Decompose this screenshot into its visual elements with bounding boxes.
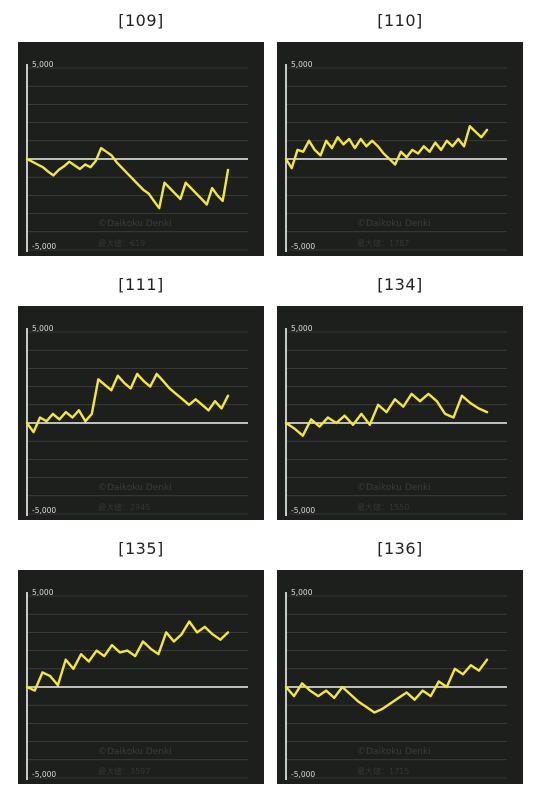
- chart-plot: 5,000 -5,000 ©Daikoku Denki 最大値：619: [18, 42, 264, 256]
- chart-title: [111]: [118, 275, 164, 294]
- chart-plot: 5,000 -5,000 ©Daikoku Denki 最大値：1715: [277, 570, 523, 784]
- series-line: [284, 392, 489, 437]
- watermark: ©Daikoku Denki: [98, 483, 172, 493]
- series-line: [25, 620, 230, 692]
- y-tick-top: 5,000: [32, 588, 54, 597]
- chart-title: [109]: [118, 11, 164, 30]
- watermark: ©Daikoku Denki: [357, 747, 431, 757]
- y-tick-bottom: -5,000: [32, 242, 56, 251]
- y-tick-bottom: -5,000: [291, 770, 315, 779]
- y-tick-bottom: -5,000: [291, 242, 315, 251]
- max-value-label: 最大値：2945: [98, 502, 150, 512]
- chart-svg: 5,000 -5,000 ©Daikoku Denki 最大値：3597: [25, 588, 248, 780]
- chart-title: [136]: [377, 539, 423, 558]
- chart-svg: 5,000 -5,000 ©Daikoku Denki 最大値：1550: [284, 324, 507, 516]
- chart-plot: 5,000 -5,000 ©Daikoku Denki 最大値：1550: [277, 306, 523, 520]
- max-value-label: 最大値：1715: [357, 766, 409, 776]
- max-value-label: 最大値：3597: [98, 766, 150, 776]
- y-tick-top: 5,000: [291, 588, 313, 597]
- chart-plot: 5,000 -5,000 ©Daikoku Denki 最大値：2945: [18, 306, 264, 520]
- chart-svg: 5,000 -5,000 ©Daikoku Denki 最大値：1715: [284, 588, 507, 780]
- series-line: [284, 124, 489, 170]
- series-line: [25, 372, 230, 434]
- watermark: ©Daikoku Denki: [357, 483, 431, 493]
- max-value-label: 最大値：1787: [357, 238, 409, 248]
- watermark: ©Daikoku Denki: [357, 219, 431, 229]
- chart-plot: 5,000 -5,000 ©Daikoku Denki 最大値：3597: [18, 570, 264, 784]
- y-tick-top: 5,000: [291, 324, 313, 333]
- chart-svg: 5,000 -5,000 ©Daikoku Denki 最大値：619: [25, 60, 248, 252]
- chart-title: [110]: [377, 11, 423, 30]
- series-line: [25, 146, 230, 210]
- y-tick-bottom: -5,000: [32, 506, 56, 515]
- chart-svg: 5,000 -5,000 ©Daikoku Denki 最大値：1787: [284, 60, 507, 252]
- y-tick-top: 5,000: [291, 60, 313, 69]
- watermark: ©Daikoku Denki: [98, 747, 172, 757]
- y-tick-top: 5,000: [32, 324, 54, 333]
- chart-plot: 5,000 -5,000 ©Daikoku Denki 最大値：1787: [277, 42, 523, 256]
- watermark: ©Daikoku Denki: [98, 219, 172, 229]
- max-value-label: 最大値：619: [98, 238, 145, 248]
- y-tick-top: 5,000: [32, 60, 54, 69]
- chart-svg: 5,000 -5,000 ©Daikoku Denki 最大値：2945: [25, 324, 248, 516]
- max-value-label: 最大値：1550: [357, 502, 409, 512]
- y-tick-bottom: -5,000: [32, 770, 56, 779]
- chart-title: [135]: [118, 539, 164, 558]
- series-line: [284, 658, 489, 714]
- chart-title: [134]: [377, 275, 423, 294]
- y-tick-bottom: -5,000: [291, 506, 315, 515]
